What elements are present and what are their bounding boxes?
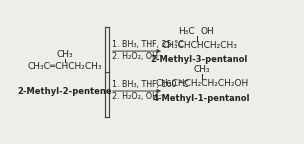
Text: 2-Methyl-2-pentene: 2-Methyl-2-pentene <box>18 87 112 96</box>
Text: 2. H₂O₂, OH⁻: 2. H₂O₂, OH⁻ <box>112 92 162 101</box>
Text: CH₃CHCHCH₂CH₃: CH₃CHCHCH₂CH₃ <box>161 41 237 50</box>
Text: 2-Methyl-3-pentanol: 2-Methyl-3-pentanol <box>151 55 248 65</box>
Text: OH: OH <box>200 27 214 36</box>
Text: CH₃CHCH₂CH₂CH₂OH: CH₃CHCH₂CH₂CH₂OH <box>155 79 248 88</box>
Text: H₃C: H₃C <box>178 27 195 36</box>
Text: CH₃: CH₃ <box>57 50 73 59</box>
Text: CH₃: CH₃ <box>193 65 210 74</box>
Text: 4-Methyl-1-pentanol: 4-Methyl-1-pentanol <box>153 94 250 103</box>
Text: 1. BH₃, THF, 25 °C: 1. BH₃, THF, 25 °C <box>112 40 184 49</box>
Text: CH₃C═CHCH₂CH₃: CH₃C═CHCH₂CH₃ <box>28 62 102 71</box>
Text: 1. BH₃, THF, 160 °C: 1. BH₃, THF, 160 °C <box>112 80 189 89</box>
Text: 2. H₂O₂, OH⁻: 2. H₂O₂, OH⁻ <box>112 52 162 61</box>
